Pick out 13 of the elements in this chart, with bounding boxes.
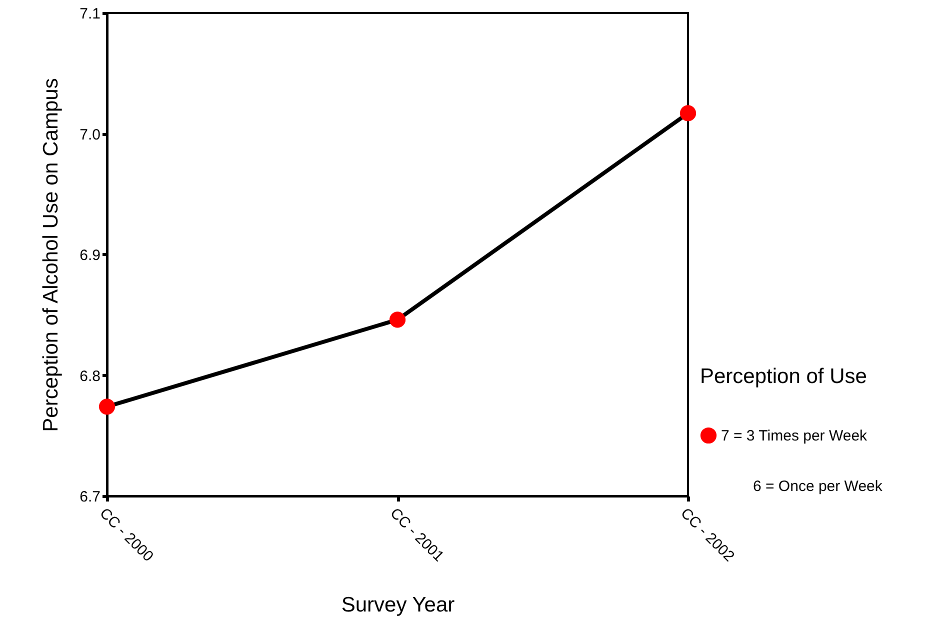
y-tick-label: 6.8 [80,368,100,385]
legend-label: 7 = 3 Times per Week [721,428,868,444]
y-tick-label: 7.1 [80,6,100,22]
y-tick-label: 6.7 [80,488,100,506]
x-axis-title: Survey Year [341,593,455,616]
text: 6 = Once per Week [753,478,883,495]
legend-title: Perception of Use [700,365,867,388]
point [389,312,406,328]
y-tick-label: 6.9 [80,247,100,264]
y-tick-label: 7.0 [80,126,100,144]
point [680,105,696,122]
y-axis-title: Perception of Alcohol Use on Campus [40,78,63,432]
point [98,398,116,415]
